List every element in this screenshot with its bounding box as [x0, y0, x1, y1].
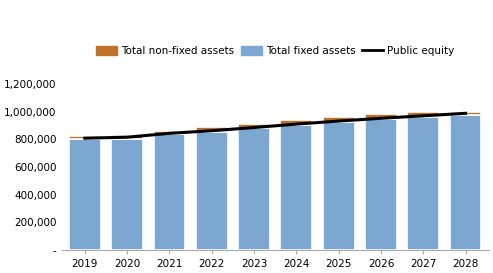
Bar [196, 127, 228, 132]
Bar [450, 112, 482, 115]
Bar [323, 117, 354, 122]
Bar [238, 128, 270, 250]
Bar [69, 136, 101, 139]
Bar [365, 114, 397, 119]
Bar [365, 119, 397, 250]
Bar [323, 122, 354, 250]
Bar [196, 132, 228, 250]
Bar [407, 112, 439, 117]
Bar [111, 139, 143, 250]
Bar [153, 130, 185, 135]
Bar [281, 125, 312, 250]
Bar [238, 124, 270, 128]
Bar [111, 135, 143, 139]
Bar [281, 120, 312, 125]
Bar [69, 139, 101, 250]
Bar [407, 117, 439, 250]
Bar [450, 115, 482, 250]
Bar [153, 135, 185, 250]
Legend: Total non-fixed assets, Total fixed assets, Public equity: Total non-fixed assets, Total fixed asse… [92, 42, 458, 60]
